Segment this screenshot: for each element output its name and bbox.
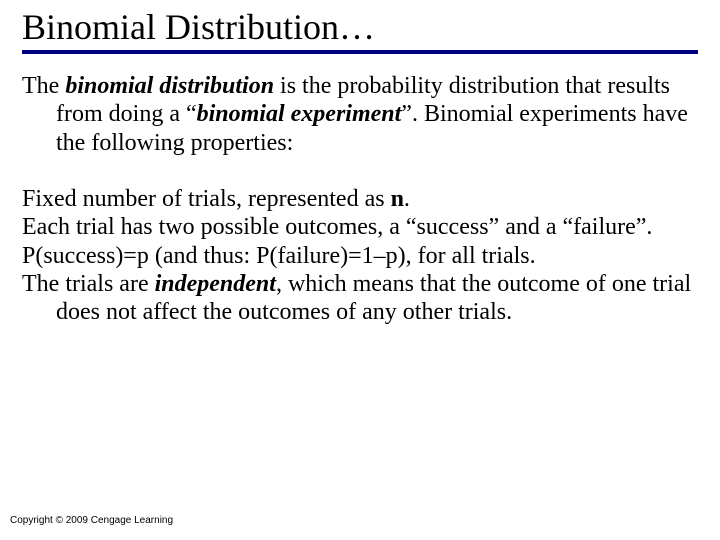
slide-title: Binomial Distribution…: [22, 6, 698, 50]
property-item-4: The trials are independent, which means …: [22, 270, 698, 327]
item1-symbol-n: n: [391, 186, 404, 212]
item1-text-c: .: [404, 186, 410, 212]
title-underline: [22, 50, 698, 54]
item4-text-a: The trials are: [22, 271, 155, 297]
intro-text-1: The: [22, 73, 65, 99]
item4-term-independent: independent: [155, 271, 276, 297]
property-item-1: Fixed number of trials, represented as n…: [22, 185, 698, 213]
intro-term-binomial-distribution: binomial distribution: [65, 73, 274, 99]
intro-paragraph: The binomial distribution is the probabi…: [22, 72, 698, 157]
item1-text-a: Fixed number of trials, represented as: [22, 186, 391, 212]
property-item-3: P(success)=p (and thus: P(failure)=1–p),…: [22, 242, 698, 270]
slide: Binomial Distribution… The binomial dist…: [0, 0, 720, 327]
intro-term-binomial-experiment: binomial experiment: [197, 101, 402, 127]
copyright-footer: Copyright © 2009 Cengage Learning: [10, 515, 173, 526]
properties-list: Fixed number of trials, represented as n…: [22, 185, 698, 327]
property-item-2: Each trial has two possible outcomes, a …: [22, 213, 698, 241]
